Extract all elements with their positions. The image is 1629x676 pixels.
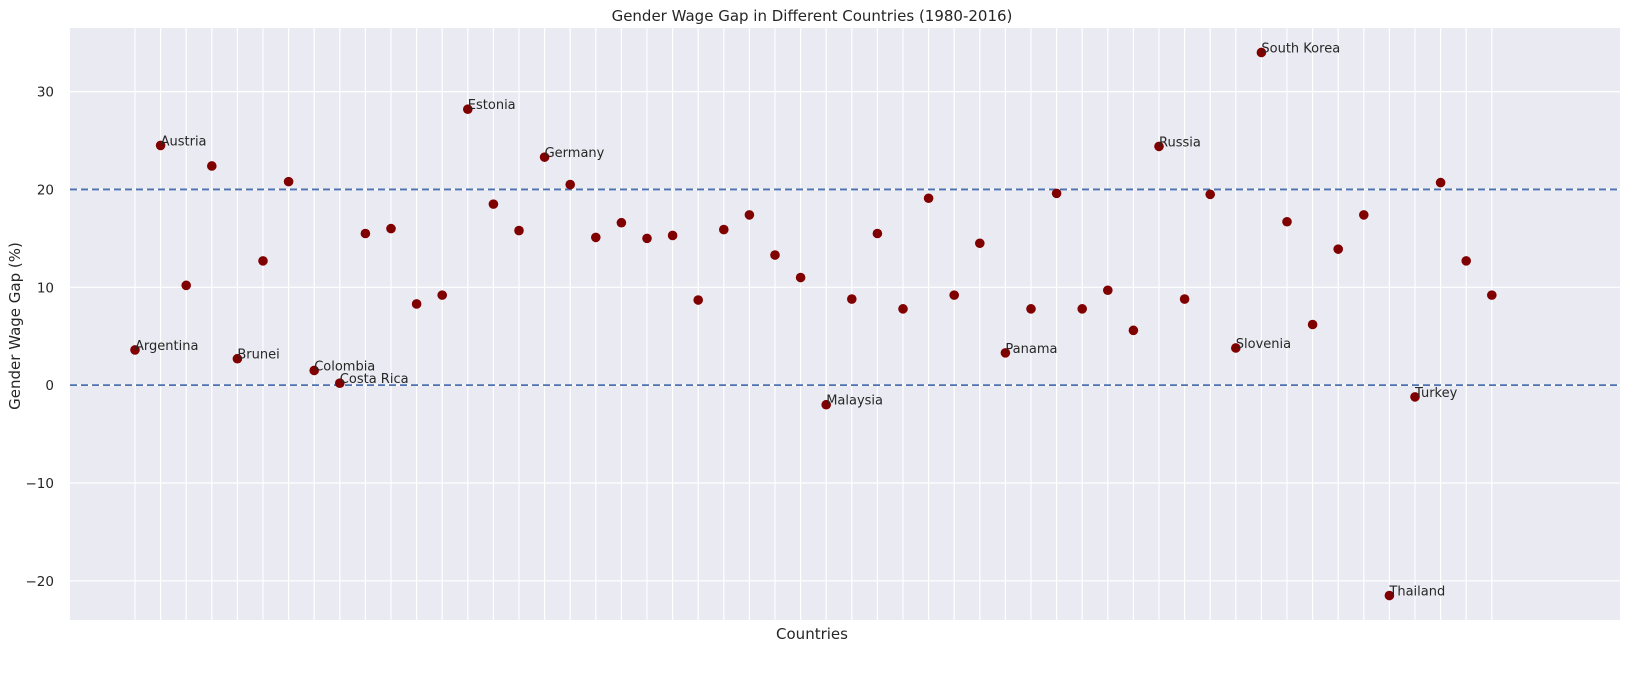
y-tick-label: −20 [26,574,55,590]
data-point [1307,319,1318,330]
data-point [181,280,191,291]
data-point [795,272,806,283]
point-label: Argentina [135,339,198,354]
data-point [488,199,499,209]
point-label: Thailand [1388,585,1445,600]
data-point [360,228,371,239]
plot-background [70,28,1620,620]
data-point [258,256,268,266]
data-point [1026,304,1036,314]
data-point [693,295,703,305]
data-point [719,224,729,235]
data-point [1205,189,1215,200]
data-point [975,238,985,249]
data-point [539,152,550,162]
data-point [386,223,396,234]
point-label: Costa Rica [340,372,409,387]
point-label: Brunei [237,348,279,363]
data-point [565,179,575,190]
data-point [1410,392,1420,402]
point-label: Panama [1005,342,1057,357]
point-label: Austria [161,134,207,149]
data-point [437,290,448,300]
data-point [1384,590,1395,601]
data-point [1179,294,1190,304]
data-point [232,353,243,364]
y-tick-label: −10 [26,476,55,492]
reference-lines [70,188,1620,387]
data-point [514,225,524,236]
data-point [1282,216,1292,227]
data-point [616,217,627,228]
data-point [130,345,140,355]
y-tick-label: 0 [45,378,54,394]
y-tick-label: 10 [37,280,54,296]
grid-lines [70,28,1620,620]
data-point [1359,210,1369,220]
data-points [130,47,1497,601]
data-point [898,304,908,314]
data-point [1231,343,1241,353]
data-point [821,399,831,410]
point-label: Russia [1159,135,1201,150]
data-point [335,378,345,389]
y-tick-label: 30 [37,85,54,101]
data-point [1435,177,1446,188]
point-label: Colombia [314,359,375,374]
point-label: South Korea [1261,41,1340,56]
x-axis-label: Countries [776,625,848,643]
data-point [1256,47,1267,58]
chart-title: Gender Wage Gap in Different Countries (… [612,7,1013,25]
data-point [744,210,755,220]
data-point [591,232,601,243]
y-axis-label: Gender Wage Gap (%) [6,242,24,410]
data-point [1000,348,1011,358]
data-point [1154,141,1164,152]
data-point [1077,304,1087,314]
point-label: Malaysia [826,394,883,409]
data-point [309,365,320,376]
data-point [667,230,678,241]
data-point [463,104,473,115]
point-label: Slovenia [1236,337,1291,352]
data-point [1487,290,1497,300]
y-tick-label: 20 [37,182,54,198]
data-point [1128,325,1139,336]
data-point [1103,285,1113,296]
data-point [770,250,780,260]
y-tick-labels: −20 −10 0 10 20 30 [26,85,55,590]
data-point [1461,256,1471,266]
data-point [923,193,934,204]
data-point [1333,244,1343,254]
point-label: Estonia [468,98,516,113]
data-point [847,294,857,304]
data-point [1051,188,1062,199]
data-point [283,176,294,187]
data-point [949,290,959,300]
data-point [642,233,652,244]
data-point [207,161,217,171]
point-label: Turkey [1414,386,1458,401]
data-point [155,140,166,151]
data-point [872,228,883,239]
data-point [411,299,422,309]
point-label: Germany [545,146,605,161]
